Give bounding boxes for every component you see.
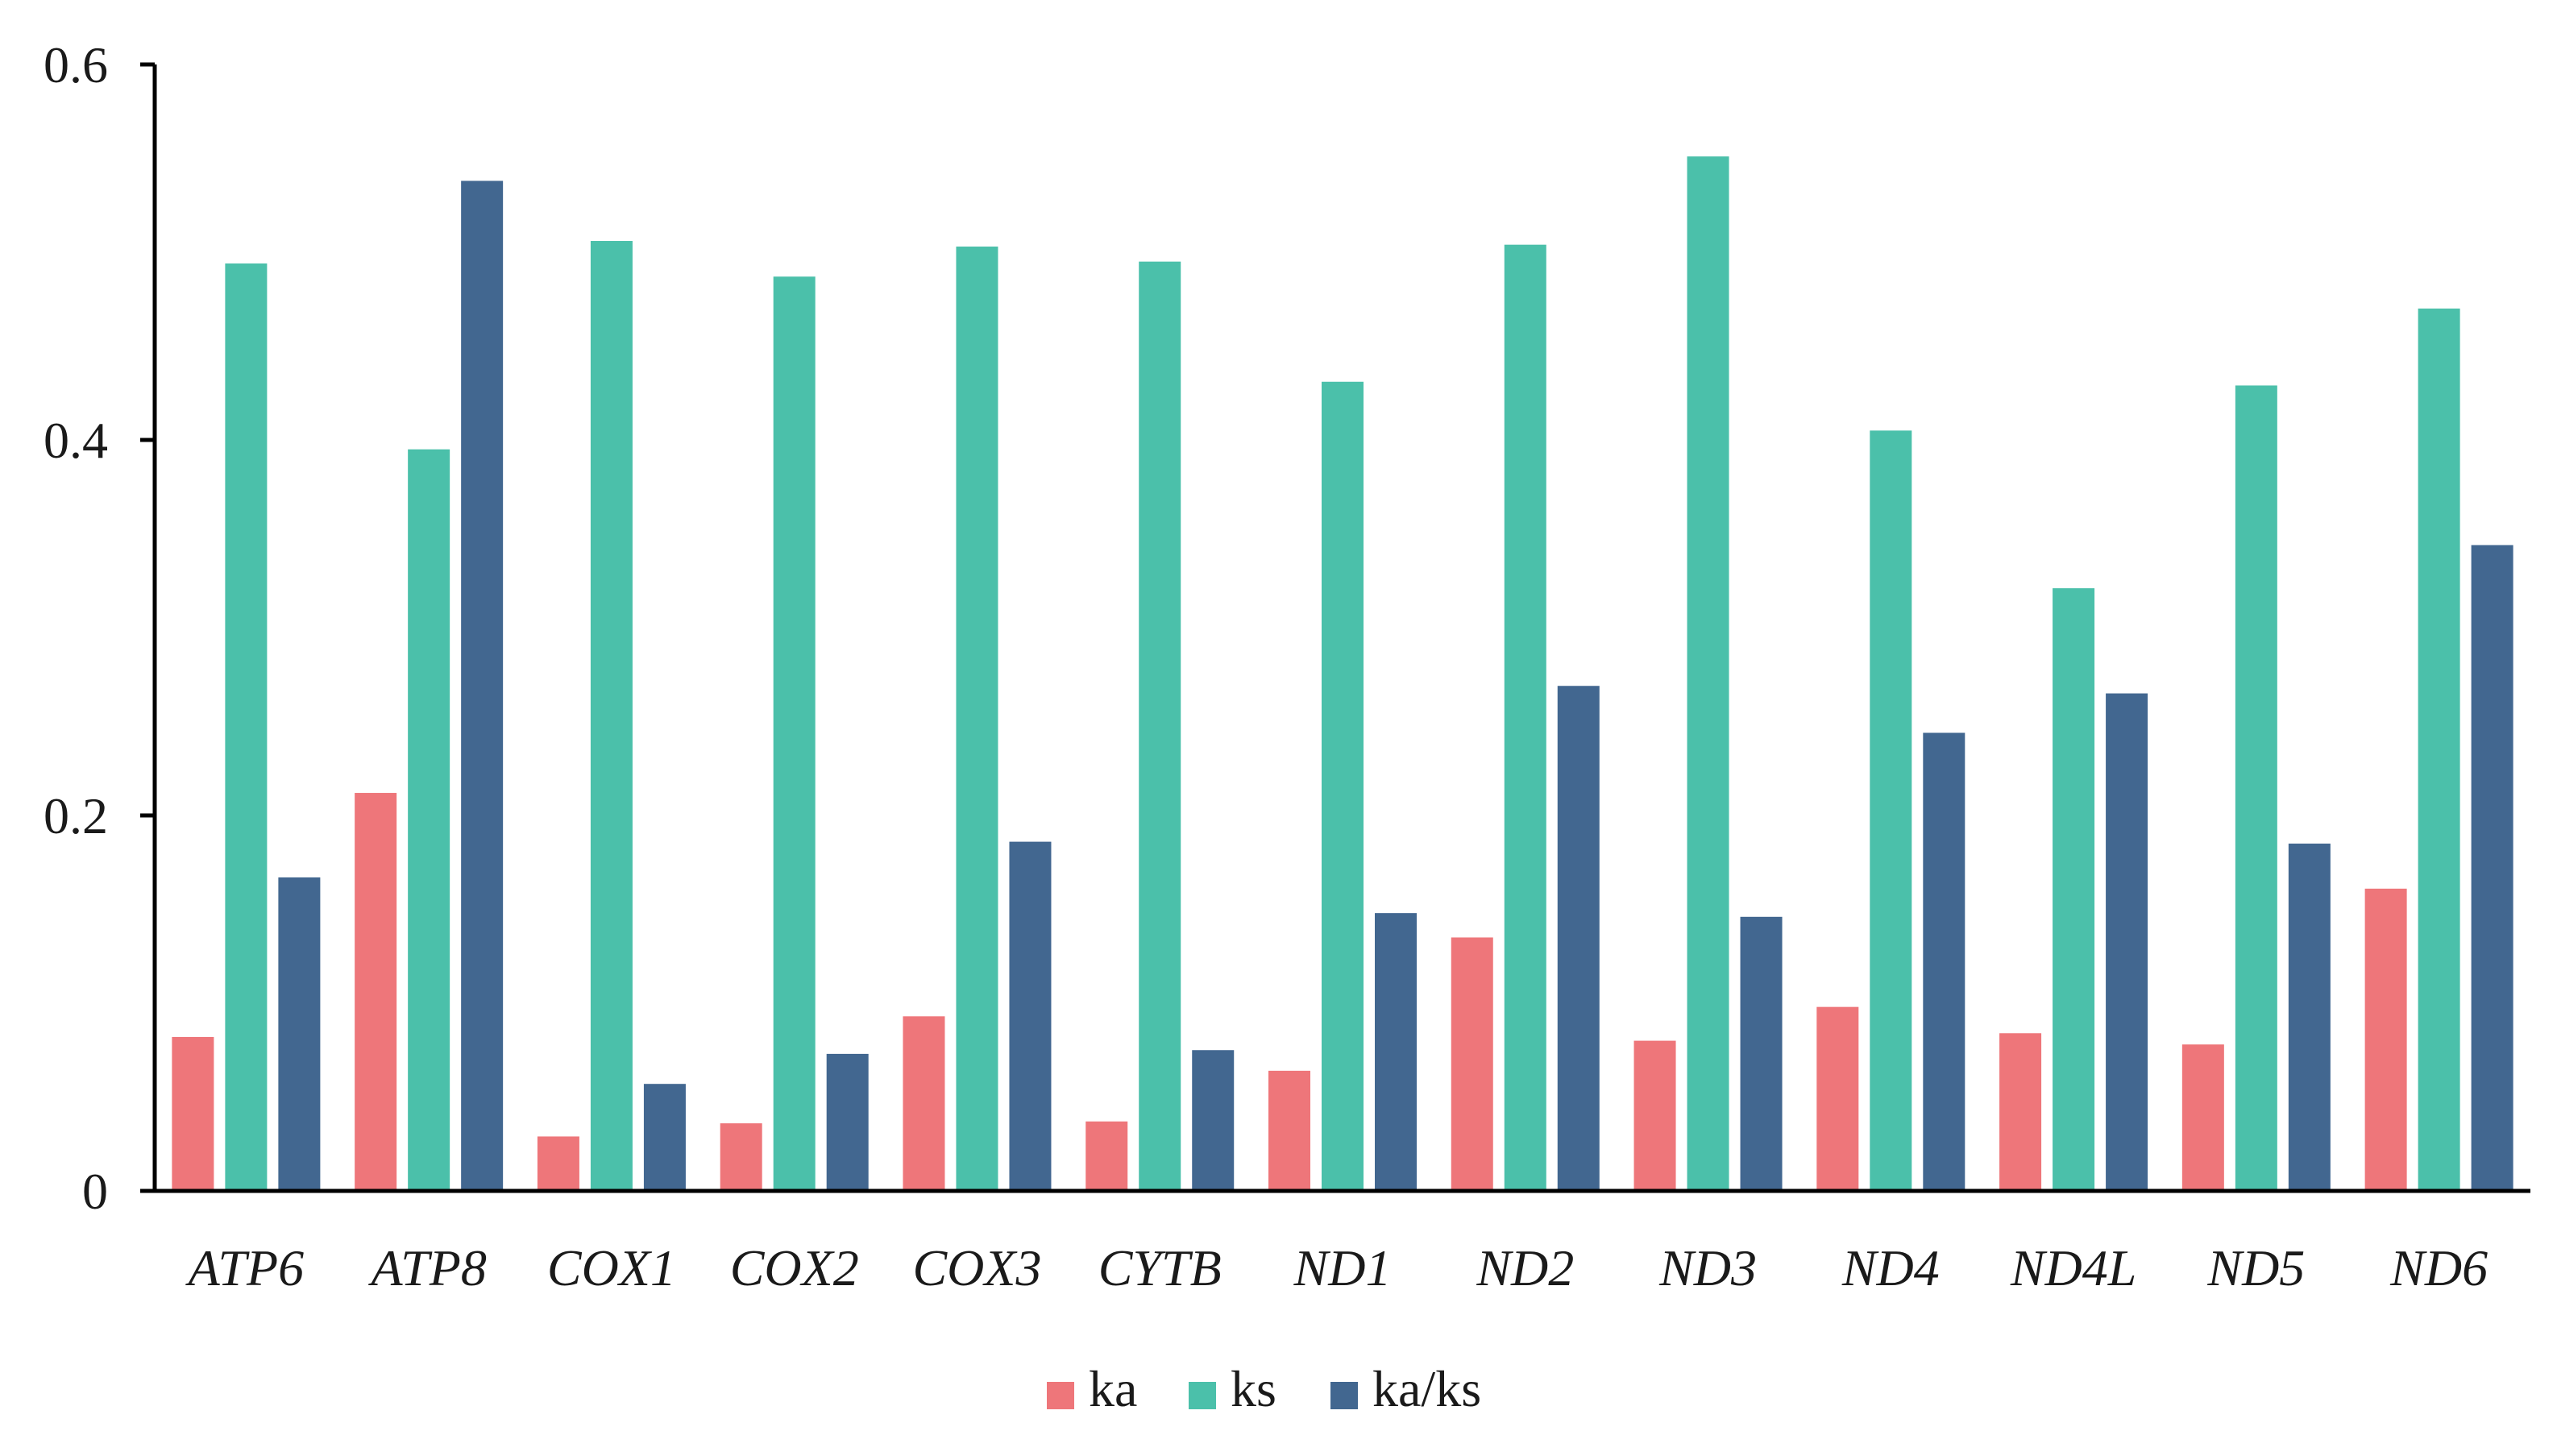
x-labels-layer: ATP6 ATP8 COX1 COX2 COX3 CYTB ND1 ND2 ND3 ND4 ND4L…: [185, 1239, 2488, 1296]
bar-ka-nd6: [2364, 888, 2407, 1191]
bars-layer: [172, 156, 2513, 1192]
y-tick-label-0.6: 0.6: [44, 36, 108, 93]
bar-ka-cox1: [537, 1136, 579, 1191]
bar-ka-ks-nd4l: [2106, 693, 2148, 1191]
y-tick-label-0.4: 0.4: [44, 412, 108, 469]
y-ticks-layer: 0 0.2 0.4 0.6: [44, 36, 155, 1220]
bar-ks-nd6: [2418, 308, 2460, 1191]
y-tick-label-0.2: 0.2: [44, 787, 108, 844]
y-tick-label-0: 0: [82, 1163, 108, 1220]
bar-ka-ks-nd1: [1375, 913, 1417, 1191]
bar-ks-nd3: [1687, 156, 1729, 1191]
x-tick-label-nd3: ND3: [1658, 1239, 1757, 1296]
bar-ka-ks-nd3: [1740, 916, 1783, 1191]
bar-ks-cytb: [1139, 261, 1181, 1191]
x-tick-label-cox3: COX3: [912, 1239, 1041, 1296]
bar-ka-ks-cox2: [826, 1053, 869, 1191]
x-tick-label-nd4: ND4: [1841, 1239, 1940, 1296]
legend-label-ks: ks: [1231, 1360, 1276, 1417]
x-tick-label-atp8: ATP8: [367, 1239, 486, 1296]
bar-ks-cox3: [956, 247, 998, 1191]
bar-ks-nd1: [1322, 381, 1364, 1191]
bar-ka-atp8: [355, 793, 397, 1191]
bar-ka-ks-cox1: [643, 1084, 686, 1191]
bar-ka-nd1: [1268, 1070, 1310, 1191]
x-tick-label-cox2: COX2: [730, 1239, 859, 1296]
x-tick-label-atp6: ATP6: [185, 1239, 304, 1296]
bar-ks-nd4l: [2053, 588, 2095, 1191]
legend-label-ka-ks: ka/ks: [1372, 1360, 1481, 1417]
x-tick-label-nd4l: ND4L: [2010, 1239, 2137, 1296]
bar-ka-ks-nd6: [2471, 545, 2513, 1191]
bar-ks-nd2: [1504, 244, 1546, 1192]
x-tick-label-nd5: ND5: [2206, 1239, 2305, 1296]
bar-ks-atp6: [225, 263, 268, 1192]
bar-ka-nd2: [1451, 937, 1493, 1191]
bar-ka-ks-atp8: [461, 180, 504, 1192]
x-tick-label-cox1: COX1: [547, 1239, 676, 1296]
x-tick-label-nd1: ND1: [1293, 1239, 1392, 1296]
legend-swatch-ka: [1047, 1382, 1074, 1409]
legend-swatch-ka-ks: [1330, 1382, 1358, 1409]
bar-ka-ks-cytb: [1192, 1050, 1235, 1191]
legend-swatch-ks: [1189, 1382, 1216, 1409]
bar-ka-ks-nd2: [1557, 686, 1600, 1191]
bar-ka-nd4: [1816, 1006, 1859, 1191]
x-tick-label-nd6: ND6: [2389, 1239, 2488, 1296]
bar-ka-cox3: [903, 1016, 945, 1191]
bar-ks-atp8: [408, 449, 450, 1191]
x-tick-label-nd2: ND2: [1476, 1239, 1574, 1296]
legend: ka ks ka/ks: [1047, 1360, 1481, 1417]
bar-ka-nd4l: [1999, 1033, 2042, 1191]
x-tick-label-cytb: CYTB: [1098, 1239, 1222, 1296]
bar-ks-cox1: [590, 241, 633, 1191]
bar-ka-nd5: [2181, 1044, 2224, 1191]
axes-layer: [152, 64, 2530, 1193]
legend-label-ka: ka: [1089, 1360, 1137, 1417]
bar-ks-cox2: [773, 276, 816, 1191]
bar-ks-nd5: [2235, 385, 2277, 1191]
bar-ka-atp6: [172, 1036, 214, 1191]
bar-ka-ks-atp6: [278, 877, 321, 1191]
bar-ka-cytb: [1085, 1121, 1128, 1191]
bar-ka-nd3: [1633, 1040, 1676, 1191]
bar-ka-ks-nd4: [1923, 732, 1965, 1191]
bar-ka-cox2: [720, 1123, 762, 1191]
bar-ks-nd4: [1870, 430, 1912, 1191]
bar-ka-ks-nd5: [2288, 843, 2331, 1191]
bar-ka-ks-cox3: [1009, 841, 1052, 1191]
